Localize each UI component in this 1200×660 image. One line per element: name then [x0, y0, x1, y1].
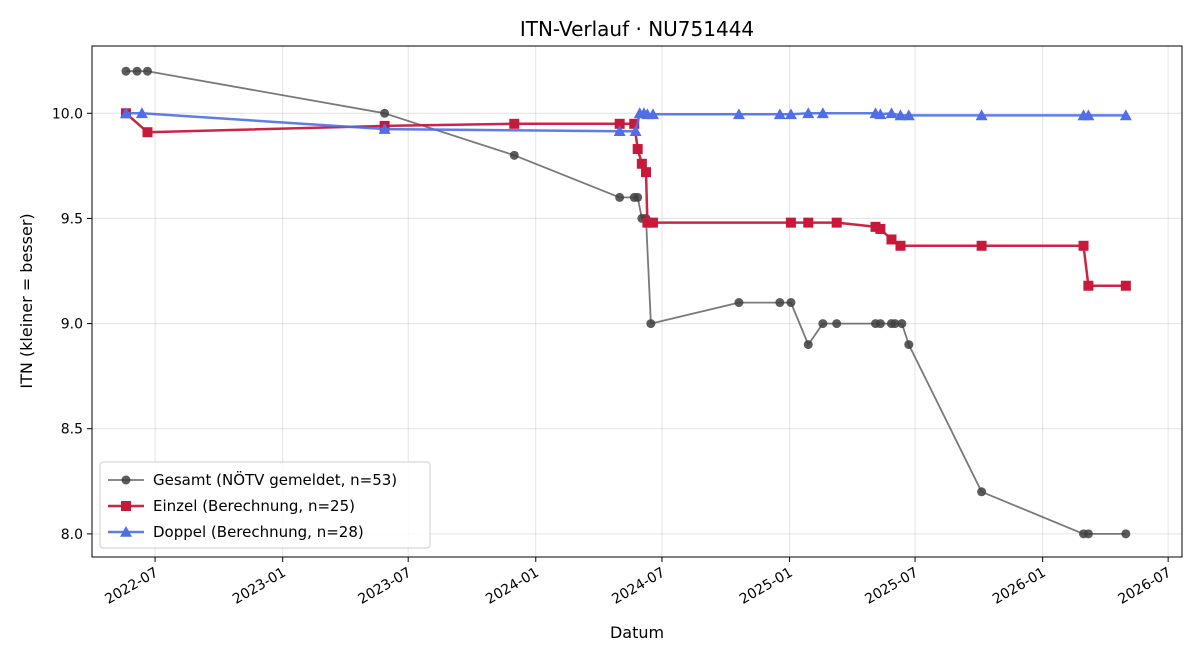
data-point — [897, 319, 907, 329]
data-point — [1082, 109, 1095, 121]
data-point — [646, 319, 656, 329]
x-axis: 2022-07 2023-01 2023-07 2024-01 2024-07 2025-… — [102, 557, 1174, 608]
x-tick-label: 2024-07 — [609, 565, 668, 608]
data-point — [875, 223, 886, 234]
x-tick-label: 2025-01 — [737, 565, 796, 608]
data-point — [816, 107, 829, 119]
data-point — [773, 108, 786, 120]
data-point — [629, 125, 642, 136]
series-gesamt — [121, 66, 1131, 539]
data-point — [904, 340, 914, 350]
data-point — [632, 144, 643, 155]
data-point — [509, 150, 519, 160]
x-axis-label: Datum — [610, 623, 664, 642]
legend-item: Gesamt (NÖTV gemeldet, n=53) — [108, 470, 397, 489]
data-point — [641, 167, 652, 178]
data-point — [646, 108, 659, 120]
series-doppel — [119, 107, 1132, 136]
y-tick-label: 10.0 — [52, 106, 83, 122]
data-point — [977, 487, 987, 497]
data-point — [121, 66, 131, 76]
x-tick-label: 2024-01 — [483, 565, 542, 608]
legend-item: Einzel (Berechnung, n=25) — [108, 497, 355, 515]
data-point — [636, 158, 647, 169]
data-point — [890, 319, 900, 329]
data-point — [615, 192, 625, 202]
data-point — [633, 192, 643, 202]
data-point — [802, 107, 815, 119]
plot-frame — [91, 45, 1183, 558]
data-point — [875, 319, 885, 329]
data-point — [975, 109, 988, 121]
data-point — [1121, 529, 1131, 539]
data-point — [902, 109, 915, 121]
legend-marker — [120, 526, 132, 537]
legend-label: Doppel (Berechnung, n=28) — [153, 523, 364, 541]
x-tick-label: 2023-01 — [230, 565, 289, 608]
data-point — [613, 125, 626, 136]
x-tick-label: 2022-07 — [102, 565, 161, 608]
data-point — [119, 107, 132, 119]
data-point — [818, 319, 828, 329]
data-point — [135, 107, 148, 119]
x-tick-label: 2023-07 — [356, 565, 415, 608]
legend-label: Gesamt (NÖTV gemeldet, n=53) — [153, 470, 397, 489]
y-tick-label: 8.0 — [61, 527, 83, 543]
x-tick-label: 2026-01 — [990, 565, 1049, 608]
data-point — [142, 127, 153, 138]
data-point — [647, 217, 658, 228]
x-tick-label: 2025-07 — [862, 565, 921, 608]
data-point — [874, 108, 887, 120]
data-point — [614, 118, 625, 129]
legend-marker — [121, 475, 131, 485]
x-tick-label: 2026-07 — [1115, 565, 1174, 608]
series-line — [125, 112, 1126, 287]
data-point — [509, 118, 520, 129]
data-point — [803, 340, 813, 350]
legend-marker — [121, 501, 131, 511]
data-point — [775, 298, 785, 308]
data-point — [132, 66, 142, 76]
data-point — [784, 108, 797, 120]
data-point — [786, 298, 796, 308]
legend: Gesamt (NÖTV gemeldet, n=53) Einzel (Bere… — [99, 461, 431, 549]
y-axis: 8.0 8.5 9.0 9.5 10.0 — [52, 106, 92, 543]
data-point — [803, 217, 814, 228]
y-axis-label: ITN (kleiner = besser) — [17, 213, 36, 388]
data-point — [734, 298, 744, 308]
data-point — [894, 109, 907, 121]
y-tick-label: 9.0 — [61, 317, 83, 333]
series-layer — [119, 66, 1132, 539]
legend-label: Einzel (Berechnung, n=25) — [153, 497, 355, 515]
data-point — [976, 240, 987, 251]
data-point — [378, 123, 391, 134]
data-point — [732, 108, 745, 120]
legend-item: Doppel (Berechnung, n=28) — [108, 523, 364, 541]
data-point — [831, 217, 842, 228]
data-point — [1119, 109, 1132, 121]
data-point — [832, 319, 842, 329]
data-point — [885, 107, 898, 119]
y-tick-label: 9.5 — [61, 211, 83, 227]
data-point — [380, 108, 390, 118]
data-point — [642, 217, 653, 228]
data-point — [1083, 280, 1094, 291]
data-point — [886, 234, 897, 245]
data-point — [142, 66, 152, 76]
data-point — [785, 217, 796, 228]
y-tick-label: 8.5 — [61, 422, 83, 438]
data-point — [895, 240, 906, 251]
data-point — [1078, 240, 1089, 251]
data-point — [1083, 529, 1093, 539]
chart-title: ITN-Verlauf · NU751444 — [520, 17, 754, 41]
legend-box — [99, 461, 431, 549]
data-point — [629, 118, 640, 129]
data-point — [1120, 280, 1131, 291]
